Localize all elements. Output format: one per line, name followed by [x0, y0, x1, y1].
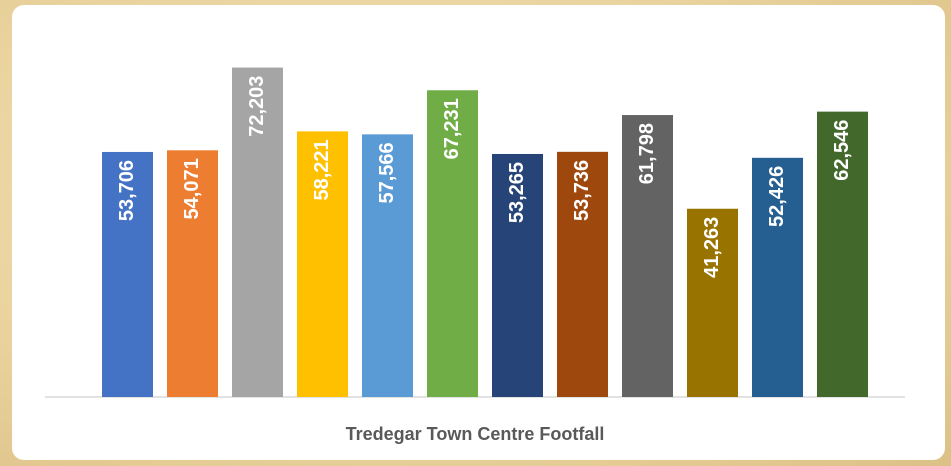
- bar: [102, 151, 153, 397]
- data-label: 41,263: [701, 217, 723, 278]
- data-label: 53,706: [116, 160, 138, 221]
- data-label: 67,231: [441, 98, 463, 159]
- bar: [167, 150, 218, 397]
- x-category-label: Tredegar Town Centre Footfall: [346, 424, 605, 444]
- bar: [817, 111, 868, 397]
- data-label: 57,566: [376, 142, 398, 203]
- bar: [427, 90, 478, 398]
- data-label: 62,546: [831, 120, 853, 181]
- bar: [557, 151, 608, 397]
- bar: [622, 115, 673, 397]
- data-label: 54,071: [181, 158, 203, 219]
- bar: [232, 67, 283, 397]
- data-label: 72,203: [246, 76, 268, 137]
- data-label: 58,221: [311, 139, 333, 200]
- data-label: 53,736: [571, 160, 593, 221]
- data-label: 52,426: [766, 166, 788, 227]
- bar: [752, 157, 803, 397]
- bar: [687, 208, 738, 397]
- data-label: 53,265: [506, 162, 528, 223]
- bar: [492, 153, 543, 397]
- bar: [362, 134, 413, 398]
- data-label: 61,798: [636, 123, 658, 184]
- bar: [297, 131, 348, 397]
